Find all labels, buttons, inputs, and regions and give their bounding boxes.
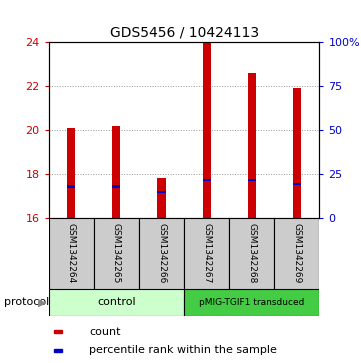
Title: GDS5456 / 10424113: GDS5456 / 10424113 (109, 25, 259, 39)
Bar (184, 218, 229, 289)
Bar (54, 330, 62, 334)
Bar (203, 179, 211, 181)
Bar (112, 126, 121, 218)
Text: GSM1342268: GSM1342268 (247, 223, 256, 284)
Text: protocol: protocol (4, 297, 49, 307)
Text: GSM1342266: GSM1342266 (157, 223, 166, 284)
Bar (94, 218, 139, 289)
Text: GSM1342267: GSM1342267 (202, 223, 211, 284)
Bar (157, 191, 166, 193)
Bar (49, 218, 94, 289)
Text: pMIG-TGIF1 transduced: pMIG-TGIF1 transduced (199, 298, 304, 307)
Bar (229, 218, 274, 289)
Text: percentile rank within the sample: percentile rank within the sample (90, 345, 277, 355)
Bar (248, 73, 256, 218)
Text: GSM1342265: GSM1342265 (112, 223, 121, 284)
Bar (293, 88, 301, 218)
Bar (67, 185, 75, 188)
Bar (49, 289, 184, 316)
Bar (248, 179, 256, 181)
Bar (293, 183, 301, 185)
Text: GSM1342264: GSM1342264 (67, 223, 76, 283)
Bar (67, 127, 75, 218)
Bar (274, 218, 319, 289)
Text: count: count (90, 327, 121, 337)
Text: ▶: ▶ (38, 297, 47, 307)
Bar (157, 178, 166, 218)
Text: control: control (97, 297, 136, 307)
Bar (184, 289, 319, 316)
Bar (139, 218, 184, 289)
Bar (203, 42, 211, 218)
Bar (54, 348, 62, 352)
Text: GSM1342269: GSM1342269 (292, 223, 301, 284)
Bar (112, 185, 121, 188)
